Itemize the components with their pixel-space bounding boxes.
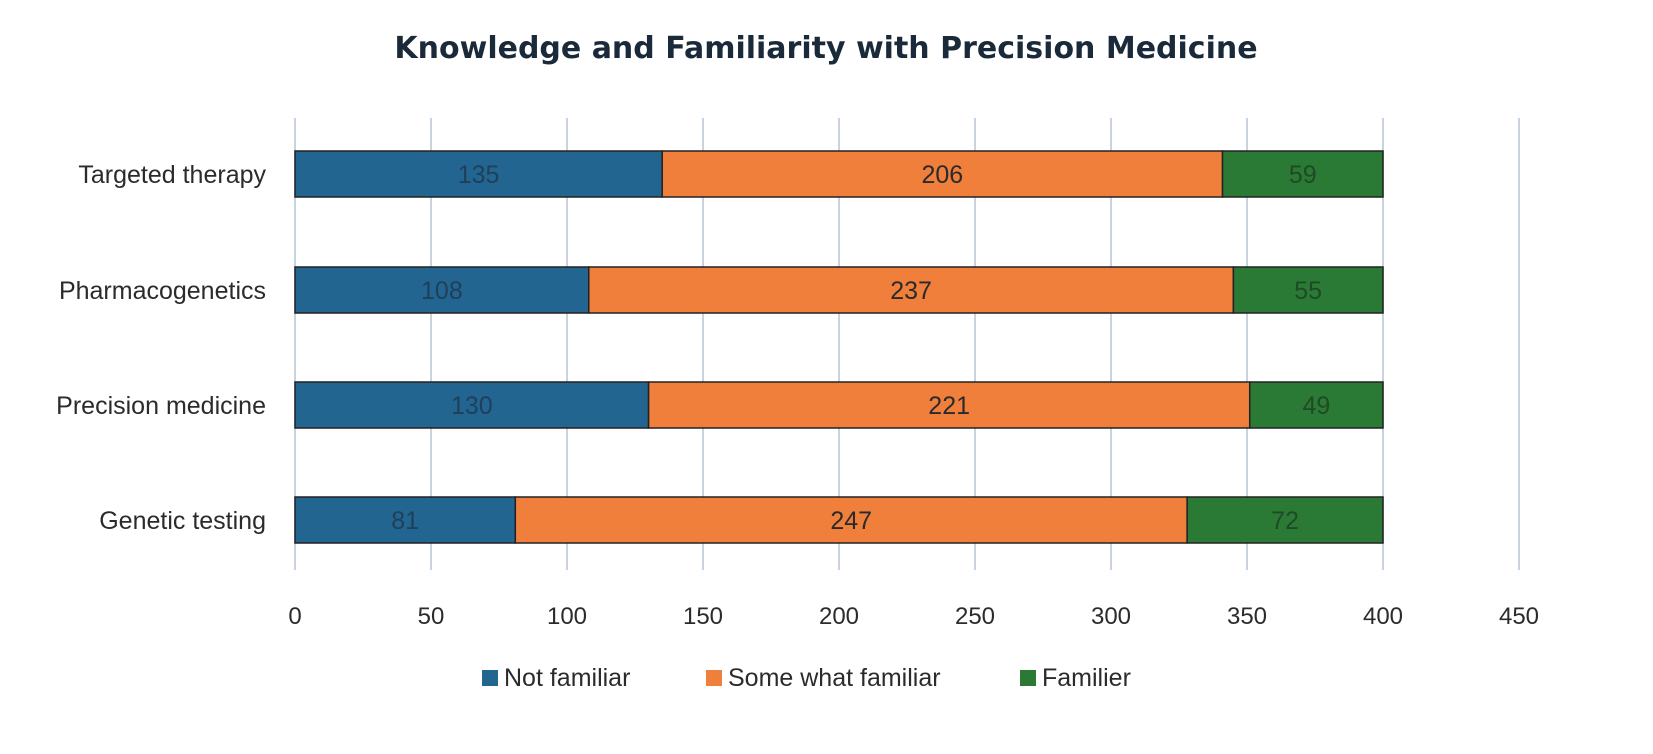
x-tick-label-400: 400 [1363,603,1403,630]
data-label-0-0: 135 [458,161,500,189]
x-tick-label-150: 150 [683,603,723,630]
bar-segment-2-1 [647,381,1251,429]
x-tick-label-100: 100 [547,603,587,630]
bar-segment-2-0 [294,381,650,429]
legend-label-1: Some what familiar [728,664,941,692]
data-label-2-2: 49 [1302,392,1330,420]
legend-swatch-2 [1020,670,1036,686]
data-label-3-1: 247 [830,507,872,535]
legend-label-0: Not familiar [504,664,630,692]
bar-segment-3-2 [1186,496,1384,544]
category-label-2: Precision medicine [56,392,266,420]
bar-segment-3-0 [294,496,517,544]
legend: Not familiar Some what familiar Familier [482,664,1131,692]
x-tick-label-300: 300 [1091,603,1131,630]
x-tick-label-200: 200 [819,603,859,630]
bar-segment-1-2 [1232,266,1384,314]
bar-segment-1-0 [294,266,590,314]
x-tick-label-0: 0 [288,603,301,630]
legend-swatch-1 [706,670,722,686]
x-tick-label-50: 50 [418,603,445,630]
data-label-1-2: 55 [1294,277,1322,305]
data-label-3-2: 72 [1271,507,1299,535]
category-labels: Targeted therapy Pharmacogenetics Precisio… [56,161,266,535]
data-label-1-0: 108 [421,277,463,305]
legend-swatch-0 [482,670,498,686]
x-axis-tick-labels: 0 50 100 150 200 250 300 350 400 450 [288,603,1539,630]
legend-label-2: Familier [1042,664,1131,692]
data-label-2-0: 130 [451,392,493,420]
x-tick-label-450: 450 [1499,603,1539,630]
bar-segment-2-2 [1248,381,1384,429]
data-label-0-1: 206 [922,161,964,189]
bar-segment-1-1 [588,266,1235,314]
bar-segment-0-2 [1221,150,1384,198]
bar-segment-0-1 [661,150,1224,198]
chart-title: Knowledge and Familiarity with Precision… [394,31,1257,66]
category-label-3: Genetic testing [99,507,266,535]
data-label-3-0: 81 [391,507,419,535]
data-label-1-1: 237 [890,277,932,305]
data-label-2-1: 221 [928,392,970,420]
category-label-1: Pharmacogenetics [59,277,266,305]
x-tick-label-250: 250 [955,603,995,630]
bar-segment-3-1 [514,496,1188,544]
category-label-0: Targeted therapy [78,161,266,189]
data-label-0-2: 59 [1289,161,1317,189]
bars [294,150,1384,544]
data-labels: 135 206 59 108 237 55 130 221 49 81 247 72 [391,161,1330,535]
x-tick-label-350: 350 [1227,603,1267,630]
